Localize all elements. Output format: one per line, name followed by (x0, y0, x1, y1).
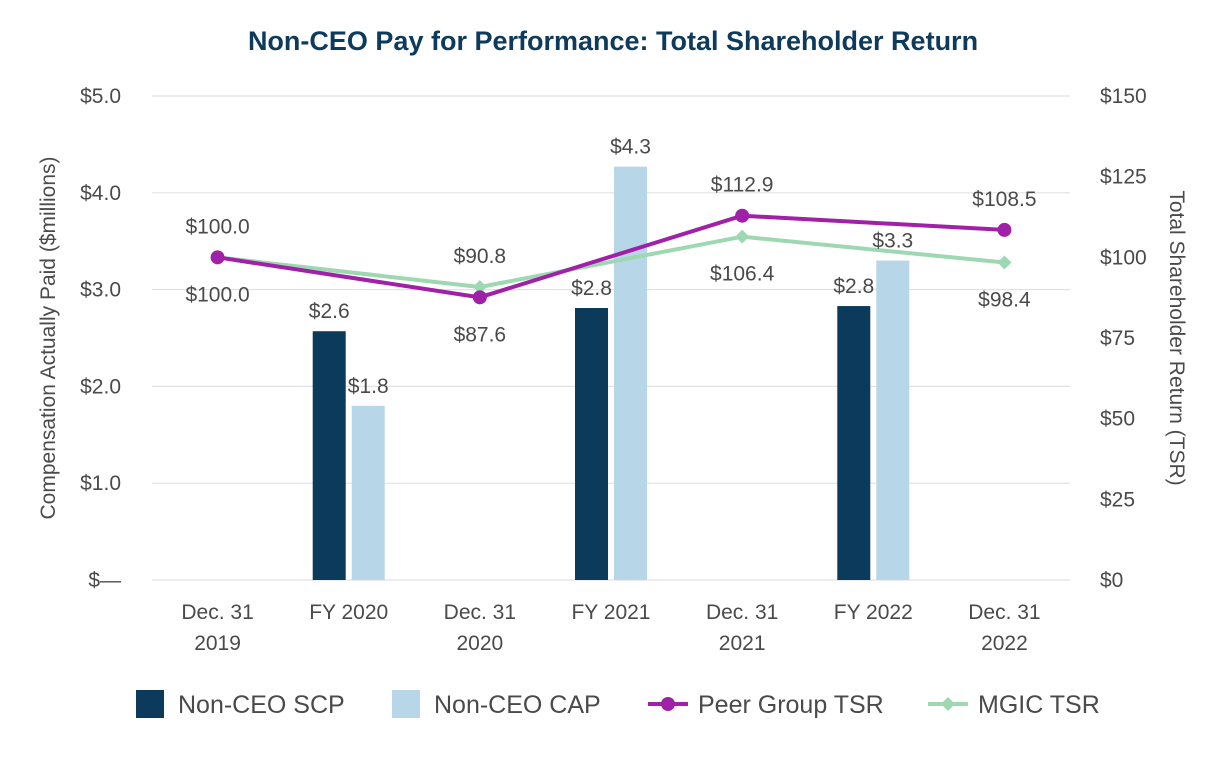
legend-swatch-non-ceo-scp (136, 690, 164, 718)
legend-swatch-non-ceo-cap (392, 690, 420, 718)
marker-peer-group-tsr (472, 290, 487, 305)
bar-data-label: $2.6 (309, 300, 350, 323)
x-category-label: FY 2021 (571, 601, 650, 624)
y-right-tick-label: $100 (1100, 246, 1147, 269)
x-category-label: 2022 (981, 632, 1028, 655)
bar-data-label: $3.3 (872, 230, 913, 253)
y-left-tick-label: $4.0 (80, 182, 121, 205)
line-mgic-tsr (217, 234, 1005, 290)
y-right-tick-label: $25 (1100, 488, 1135, 511)
y-left-tick-label: $3.0 (80, 279, 121, 302)
marker-peer-group-tsr (997, 222, 1012, 237)
y-right-tick-label: $125 (1100, 166, 1147, 189)
y-left-axis-title: Compensation Actually Paid ($millions) (37, 157, 60, 520)
line-series-group (210, 208, 1012, 305)
line-data-label: $90.8 (454, 245, 507, 268)
legend-marker-peer-group-tsr (661, 697, 675, 711)
marker-peer-group-tsr (735, 208, 750, 223)
bar-non-ceo-scp (575, 307, 608, 580)
legend-marker-mgic-tsr (941, 697, 955, 711)
bar-non-ceo-cap (614, 166, 647, 580)
y-right-tick-label: $150 (1100, 85, 1147, 108)
legend-label-non-ceo-scp: Non-CEO SCP (178, 691, 345, 719)
bar-non-ceo-cap (351, 405, 385, 580)
bar-data-label: $2.8 (833, 275, 874, 298)
marker-mgic-tsr (997, 255, 1012, 270)
bar-non-ceo-scp (312, 331, 346, 580)
gridlines (152, 95, 1070, 581)
x-category-label: FY 2022 (834, 601, 913, 624)
y-left-tick-label: $5.0 (80, 85, 121, 108)
line-data-label: $100.0 (185, 215, 249, 238)
bar-data-label: $2.8 (571, 277, 612, 300)
x-category-label: FY 2020 (309, 601, 388, 624)
legend-label-mgic-tsr: MGIC TSR (978, 691, 1100, 719)
bar-non-ceo-scp (837, 306, 871, 580)
legend-label-non-ceo-cap: Non-CEO CAP (434, 691, 601, 719)
line-peer-group-tsr (217, 213, 1005, 300)
x-category-label: 2019 (194, 632, 241, 655)
bar-data-label: $1.8 (348, 375, 389, 398)
y-right-tick-label: $0 (1100, 569, 1123, 592)
x-category-label: Dec. 31 (968, 601, 1040, 624)
marker-mgic-tsr (472, 280, 487, 295)
y-left-tick-label: $— (88, 569, 121, 592)
marker-peer-group-tsr (210, 250, 225, 265)
y-left-tick-label: $2.0 (80, 375, 121, 398)
bar-data-label: $4.3 (610, 136, 651, 159)
x-category-label: Dec. 31 (181, 601, 253, 624)
y-right-tick-label: $75 (1100, 327, 1135, 350)
data-labels-group: $2.6 $2.8 $2.8 $1.8 $4.3 $3.3 $100.0 $90.8 $106.… (185, 136, 1036, 398)
bar-non-ceo-cap (876, 260, 910, 580)
legend-label-peer-group-tsr: Peer Group TSR (698, 691, 884, 719)
chart-title: Non-CEO Pay for Performance: Total Share… (248, 26, 978, 56)
line-data-label: $112.9 (711, 174, 774, 197)
line-data-label: $106.4 (710, 263, 775, 286)
line-data-label: $100.0 (185, 283, 249, 306)
legend: Non-CEO SCP Non-CEO CAP Peer Group TSR MGIC… (136, 690, 1100, 719)
bar-series-group (312, 166, 910, 580)
y-right-tick-label: $50 (1100, 408, 1135, 431)
marker-mgic-tsr (735, 229, 750, 244)
line-data-label: $108.5 (972, 188, 1036, 211)
line-data-label: $98.4 (978, 288, 1031, 311)
y-right-axis-title: Total Shareholder Return (TSR) (1165, 190, 1188, 485)
line-data-label: $87.6 (454, 323, 507, 346)
axes-group: $— $1.0 $2.0 $3.0 $4.0 $5.0 $0 $25 $50 $75 $100 $12… (37, 85, 1188, 655)
x-category-label: 2020 (456, 632, 503, 655)
x-category-label: Dec. 31 (706, 601, 778, 624)
x-category-label: Dec. 31 (444, 601, 516, 624)
x-category-label: 2021 (719, 632, 766, 655)
y-left-tick-label: $1.0 (80, 472, 121, 495)
